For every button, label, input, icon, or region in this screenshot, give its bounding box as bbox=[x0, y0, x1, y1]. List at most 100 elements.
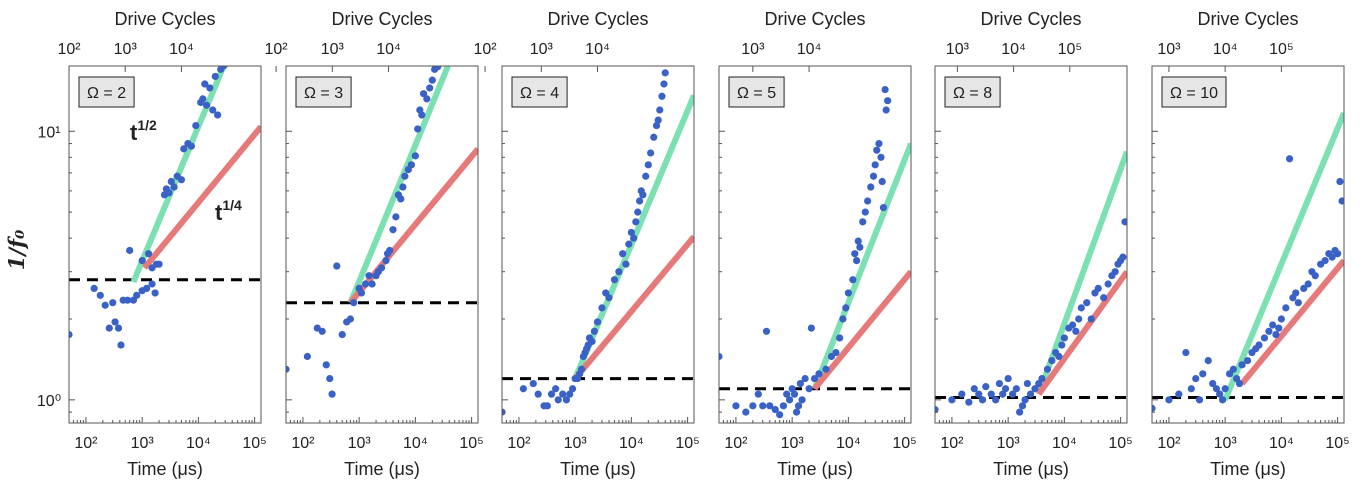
top-tick-label: 10⁴ bbox=[169, 41, 194, 58]
panel-omega-10: 10² 10³ 10⁴ 10⁵ Time (μs) 10³ 10⁴ 10⁵ Drive Cycl… bbox=[1151, 9, 1350, 479]
data-point bbox=[318, 327, 326, 335]
quarter-fit-line bbox=[142, 124, 261, 270]
axes-frame bbox=[1151, 65, 1345, 424]
data-point bbox=[999, 390, 1007, 398]
top-tick-label: 10³ bbox=[321, 41, 345, 58]
data-point bbox=[126, 246, 134, 255]
axes-frame bbox=[68, 65, 262, 424]
panel-label: Ω = 3 bbox=[295, 76, 352, 108]
data-point bbox=[222, 66, 229, 68]
plot-area bbox=[502, 69, 694, 416]
data-point bbox=[849, 276, 857, 284]
data-point bbox=[426, 84, 434, 92]
data-point bbox=[625, 240, 633, 248]
panel-label-box bbox=[1161, 76, 1227, 108]
data-point bbox=[167, 177, 175, 186]
data-point bbox=[635, 197, 644, 205]
x-tick-label: 10⁵ bbox=[892, 435, 916, 452]
data-point bbox=[719, 352, 723, 361]
data-point bbox=[386, 246, 394, 255]
data-point bbox=[970, 385, 978, 393]
panel-label: Ω = 10 bbox=[1161, 76, 1227, 108]
data-point bbox=[382, 256, 390, 265]
data-point bbox=[368, 280, 376, 288]
data-point bbox=[935, 405, 939, 414]
data-point bbox=[867, 183, 875, 191]
panel-label-box bbox=[511, 76, 568, 108]
data-point bbox=[871, 161, 879, 169]
data-point bbox=[577, 365, 586, 373]
data-point bbox=[987, 390, 995, 398]
data-point bbox=[1235, 379, 1244, 388]
data-point bbox=[1221, 385, 1229, 393]
data-point bbox=[836, 334, 844, 342]
data-point bbox=[1152, 404, 1156, 412]
data-point bbox=[1304, 280, 1312, 288]
data-point bbox=[788, 385, 796, 393]
data-point bbox=[759, 402, 767, 410]
data-point bbox=[326, 374, 334, 383]
data-point bbox=[1285, 155, 1294, 163]
top-tick-label: 10⁴ bbox=[585, 41, 610, 58]
data-point bbox=[1012, 385, 1020, 393]
data-point bbox=[1026, 390, 1035, 398]
x-axis-label: Time (μs) bbox=[127, 459, 203, 479]
data-point bbox=[411, 152, 419, 160]
panel-label-text: Ω = 10 bbox=[1170, 85, 1218, 102]
data-point bbox=[350, 299, 358, 307]
data-point bbox=[209, 106, 217, 114]
data-point bbox=[559, 390, 567, 398]
data-point bbox=[1243, 357, 1252, 365]
data-point bbox=[852, 256, 861, 265]
data-point bbox=[1195, 396, 1204, 404]
data-point bbox=[1043, 365, 1052, 373]
data-point bbox=[562, 396, 571, 404]
data-point bbox=[554, 396, 562, 404]
top-tick-label: 10⁵ bbox=[1269, 41, 1293, 58]
data-point bbox=[798, 396, 806, 404]
data-point bbox=[742, 408, 750, 416]
data-point bbox=[869, 172, 878, 180]
data-point bbox=[779, 402, 788, 410]
x-tick-label: 10³ bbox=[997, 435, 1021, 452]
data-point bbox=[180, 145, 188, 153]
x-tick-label: 10⁵ bbox=[1108, 435, 1132, 452]
data-point bbox=[365, 272, 373, 280]
x-tick-label: 10⁵ bbox=[459, 435, 483, 452]
data-point bbox=[1260, 334, 1269, 342]
data-point bbox=[428, 76, 436, 84]
data-point bbox=[419, 90, 428, 98]
data-point bbox=[588, 337, 596, 346]
data-point bbox=[783, 390, 791, 398]
data-point bbox=[995, 379, 1004, 388]
data-point bbox=[844, 289, 852, 297]
data-point bbox=[632, 218, 640, 226]
x-tick-label: 10⁴ bbox=[619, 435, 644, 452]
data-point bbox=[873, 146, 881, 154]
data-point bbox=[1175, 390, 1183, 398]
quarter-fit-line bbox=[572, 234, 694, 381]
data-point bbox=[144, 250, 153, 258]
data-point bbox=[958, 390, 966, 398]
data-point bbox=[851, 250, 859, 258]
data-point bbox=[864, 197, 872, 205]
x-tick-label: 10⁵ bbox=[242, 435, 266, 452]
top-tick-label: 10⁴ bbox=[376, 41, 401, 58]
x-tick-label: 10² bbox=[724, 435, 748, 452]
data-point bbox=[328, 390, 336, 398]
data-point bbox=[1055, 352, 1063, 361]
data-point bbox=[165, 189, 173, 197]
panel-label-text: Ω = 5 bbox=[737, 85, 776, 102]
data-point bbox=[1229, 365, 1237, 373]
sqrt-law-annotation: t1/2 bbox=[130, 117, 157, 145]
data-point bbox=[1111, 268, 1119, 276]
data-point bbox=[199, 95, 207, 103]
data-point bbox=[790, 390, 799, 398]
data-point bbox=[105, 324, 113, 332]
x-tick-label: 10³ bbox=[348, 435, 372, 452]
data-point bbox=[1328, 253, 1336, 261]
data-point bbox=[861, 208, 869, 216]
data-point bbox=[1008, 390, 1017, 398]
data-point bbox=[590, 327, 598, 335]
data-point bbox=[982, 383, 990, 391]
